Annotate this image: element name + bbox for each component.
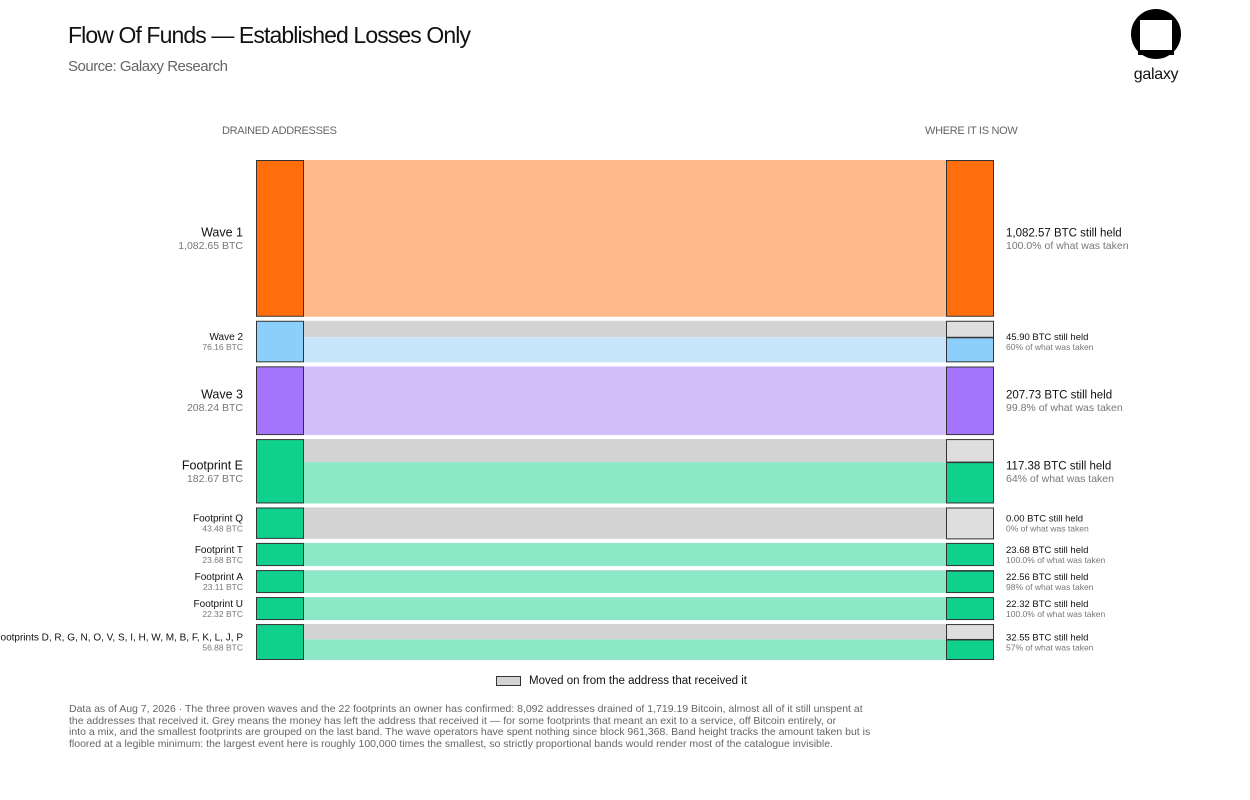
source-amount-label: 76.16 BTC: [202, 342, 243, 352]
source-node: [256, 624, 304, 660]
destination-node-moved: [946, 439, 994, 463]
held-percent-label: 60% of what was taken: [1006, 342, 1094, 352]
flow-band-held: [304, 570, 946, 594]
source-label: Footprint E: [182, 458, 243, 472]
source-label: Wave 1: [201, 225, 243, 239]
flow-band-held: [304, 462, 946, 504]
flow-band-held: [304, 639, 946, 660]
flow-band-moved: [304, 320, 946, 338]
source-amount-label: 1,082.65 BTC: [178, 240, 243, 252]
held-percent-label: 98% of what was taken: [1006, 582, 1094, 592]
source-node: [256, 320, 304, 363]
legend: Moved on from the address that received …: [496, 675, 747, 687]
galaxy-logo-icon: [1131, 9, 1181, 59]
source-node: [256, 507, 304, 539]
flow-band-held: [304, 337, 946, 363]
source-label: Wave 2: [209, 332, 243, 343]
source-amount-label: 208.24 BTC: [187, 402, 243, 414]
held-percent-label: 99.8% of what was taken: [1006, 402, 1123, 414]
source-amount-label: 23.68 BTC: [202, 555, 243, 565]
left-column-heading: DRAINED ADDRESSES: [222, 125, 337, 137]
held-label: 22.32 BTC still held: [1006, 599, 1088, 610]
held-label: 1,082.57 BTC still held: [1006, 227, 1122, 239]
source-label: Footprint T: [195, 545, 243, 556]
destination-node-held: [946, 160, 994, 317]
source-amount-label: 56.88 BTC: [202, 643, 243, 653]
footnote-line: into a mix, and the smallest footprints …: [69, 726, 871, 739]
right-column-heading: WHERE IT IS NOW: [925, 125, 1018, 137]
footnote-line: Data as of Aug 7, 2026 · The three prove…: [69, 703, 863, 715]
destination-node-moved: [946, 624, 994, 640]
destination-node-moved: [946, 507, 994, 540]
held-label: 117.38 BTC still held: [1006, 460, 1111, 472]
source-amount-label: 22.32 BTC: [202, 609, 243, 619]
flow-band-held: [304, 542, 946, 567]
footnote-line: floored at a legible minimum: the larges…: [69, 738, 833, 751]
footnote-line: the addresses that received it. Grey mea…: [69, 714, 837, 727]
logo-wordmark: galaxy: [1133, 66, 1179, 83]
destination-node-held: [946, 570, 994, 594]
destination-node-held: [946, 462, 994, 504]
source-label: Footprint A: [195, 572, 244, 583]
held-percent-label: 57% of what was taken: [1006, 643, 1094, 653]
sankey-chart: Wave 11,082.65 BTC 1,082.57 BTC still hel…: [0, 160, 1129, 661]
source-node: [256, 366, 304, 436]
held-percent-label: 64% of what was taken: [1006, 473, 1114, 485]
flow-band-moved: [304, 570, 946, 571]
destination-node-moved: [946, 320, 994, 338]
flow-band-moved: [304, 624, 946, 640]
held-label: 22.56 BTC still held: [1006, 572, 1088, 583]
legend-label: Moved on from the address that received …: [529, 675, 747, 687]
source-amount-label: 182.67 BTC: [187, 473, 243, 485]
flow-band-moved: [304, 507, 946, 539]
flow-band-moved: [304, 439, 946, 463]
destination-node-held: [946, 639, 994, 661]
held-label: 0.00 BTC still held: [1006, 514, 1083, 525]
held-label: 32.55 BTC still held: [1006, 633, 1088, 644]
held-label: 23.68 BTC still held: [1006, 545, 1088, 556]
footnote: Data as of Aug 7, 2026 · The three prove…: [69, 703, 929, 751]
held-percent-label: 100.0% of what was taken: [1006, 240, 1129, 252]
destination-node-held: [946, 542, 994, 567]
source-node: [256, 542, 304, 567]
flow-band-held: [304, 597, 946, 621]
held-label: 207.73 BTC still held: [1006, 390, 1112, 402]
source-amount-label: 23.11 BTC: [203, 582, 243, 592]
source-node: [256, 160, 304, 317]
held-percent-label: 100.0% of what was taken: [1006, 609, 1106, 619]
page-subtitle: Source: Galaxy Research: [68, 58, 228, 75]
source-node: [256, 597, 304, 621]
source-node: [256, 439, 304, 504]
destination-node-held: [946, 366, 994, 436]
destination-node-held: [946, 337, 994, 363]
flow-band-held: [304, 160, 946, 317]
source-label: Footprints D, R, G, N, O, V, S, I, H, W,…: [0, 633, 243, 644]
source-label: Footprint Q: [193, 514, 243, 525]
source-node: [256, 570, 304, 594]
source-label: Footprint U: [194, 599, 243, 610]
page-title: Flow Of Funds — Established Losses Only: [68, 22, 471, 48]
held-label: 45.90 BTC still held: [1006, 332, 1088, 343]
destination-node-held: [946, 597, 994, 621]
legend-swatch-grey: [496, 676, 521, 686]
source-label: Wave 3: [201, 388, 243, 402]
source-amount-label: 43.48 BTC: [202, 524, 243, 534]
held-percent-label: 0% of what was taken: [1006, 524, 1089, 534]
held-percent-label: 100.0% of what was taken: [1006, 555, 1106, 565]
flow-band-held: [304, 366, 946, 436]
